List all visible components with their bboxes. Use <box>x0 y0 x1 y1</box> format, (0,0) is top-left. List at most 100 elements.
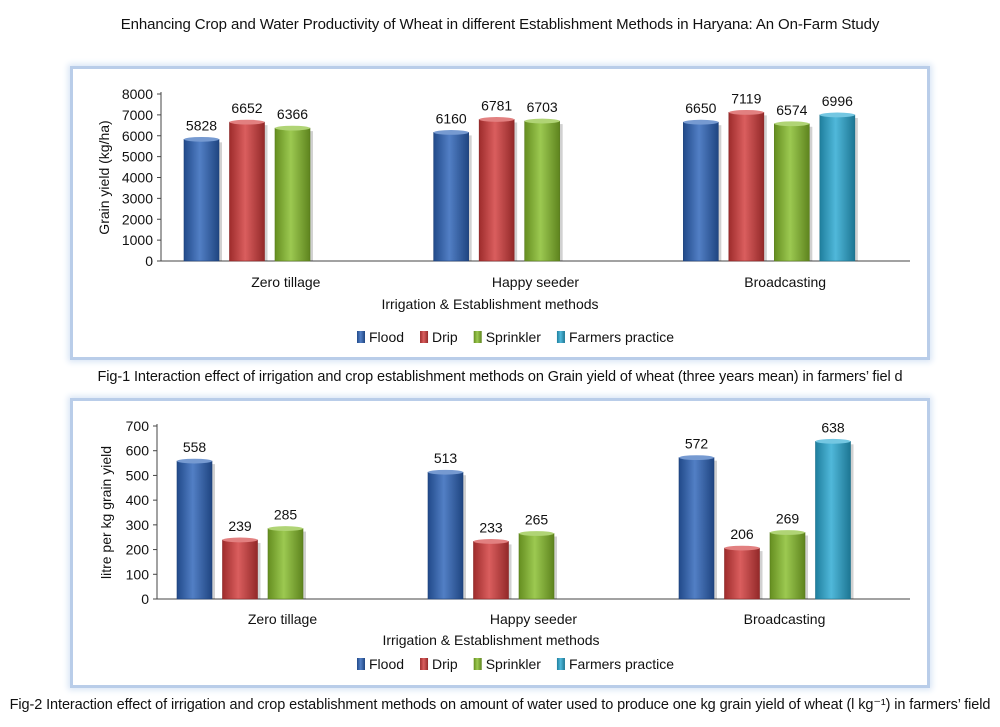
bar-top <box>774 121 810 127</box>
data-label: 6652 <box>231 100 262 116</box>
y-tick-label: 0 <box>141 591 149 607</box>
bar-group <box>769 530 808 600</box>
bar-top <box>184 136 219 142</box>
x-tick-label: Broadcasting <box>744 611 826 627</box>
data-label: 233 <box>479 519 503 535</box>
y-tick-label: 600 <box>126 443 150 459</box>
data-label: 6650 <box>685 100 716 116</box>
bar-sprinkler <box>774 123 810 262</box>
x-axis-label: Irrigation & Establishment methods <box>382 632 599 648</box>
bar-top <box>519 531 554 536</box>
bar-flood <box>183 139 220 262</box>
y-tick-label: 7000 <box>122 107 153 123</box>
bar-sprinkler <box>274 127 311 262</box>
bar-group <box>267 526 306 600</box>
bar-group <box>678 455 717 600</box>
bar-flood <box>427 471 464 600</box>
bar-top <box>770 530 805 535</box>
bar-group <box>433 130 472 262</box>
data-label: 285 <box>274 507 298 523</box>
bar-group <box>524 118 563 262</box>
bar-top <box>428 469 463 475</box>
bar-top <box>222 537 258 543</box>
bar-top <box>679 455 714 461</box>
x-tick-label: Broadcasting <box>744 274 826 290</box>
legend-swatch <box>420 658 429 670</box>
x-tick-label: Zero tillage <box>251 274 320 290</box>
bar-flood <box>176 460 213 600</box>
data-label: 206 <box>730 526 754 542</box>
bar-group <box>183 136 222 262</box>
bar-group <box>819 112 858 262</box>
bar-top <box>229 119 265 125</box>
legend-entry: Flood <box>369 656 404 672</box>
legend-entry: Drip <box>432 329 458 345</box>
legend-entry: Sprinkler <box>486 329 542 345</box>
y-tick-label: 3000 <box>122 190 153 206</box>
legend-swatch <box>357 658 365 670</box>
data-label: 6996 <box>822 93 853 109</box>
bar-group <box>518 531 557 600</box>
bar-top <box>819 112 855 118</box>
legend-entry: Sprinkler <box>486 656 542 672</box>
bar-flood <box>433 132 469 262</box>
data-label: 6781 <box>481 97 512 113</box>
y-tick-label: 400 <box>126 492 150 508</box>
bar-top <box>728 109 764 115</box>
legend-entry: Drip <box>432 656 458 672</box>
y-tick-label: 1000 <box>122 232 153 248</box>
bar-drip <box>222 539 258 600</box>
bar-farmers-practice <box>819 114 856 262</box>
figure-1-caption: Fig-1 Interaction effect of irrigation a… <box>97 369 903 385</box>
bar-group <box>222 537 261 600</box>
bar-group <box>774 121 813 262</box>
data-label: 572 <box>685 436 709 452</box>
bar-sprinkler <box>518 533 555 600</box>
y-tick-label: 500 <box>126 467 150 483</box>
legend-entry: Flood <box>369 329 404 345</box>
legend-swatch <box>473 658 482 670</box>
bar-top <box>177 458 212 464</box>
bar-top <box>473 539 509 544</box>
data-label: 269 <box>776 511 800 527</box>
data-label: 7119 <box>731 90 761 106</box>
bar-group <box>478 117 518 262</box>
data-label: 265 <box>525 512 549 528</box>
y-tick-label: 8000 <box>122 86 153 102</box>
chart-panel-grain-yield: 0 1000 2000 3000 4000 5000 6000 7000 8000 Grain y… <box>70 66 930 360</box>
y-tick-label: 4000 <box>122 170 153 186</box>
y-tick-label: 5000 <box>122 149 153 165</box>
data-label: 558 <box>183 439 207 455</box>
legend-entry: Farmers practice <box>569 329 674 345</box>
legend-swatch <box>556 658 565 670</box>
y-axis-label: litre per kg grain yield <box>98 446 114 579</box>
data-label: 638 <box>821 419 845 435</box>
bar-top <box>433 130 469 135</box>
y-axis-label: Grain yield (kg/ha) <box>96 120 112 234</box>
legend-swatch <box>473 331 482 343</box>
y-tick-label: 200 <box>126 542 150 558</box>
chart-panel-water-use: 0 100 200 300 400 500 600 700 litre per kg grain… <box>70 398 930 688</box>
bar-group <box>815 438 854 600</box>
page-title: Enhancing Crop and Water Productivity of… <box>120 16 880 33</box>
bar-drip <box>473 541 509 600</box>
data-label: 6703 <box>527 99 558 115</box>
data-label: 5828 <box>186 117 217 133</box>
bar-sprinkler <box>769 532 806 600</box>
bar-top <box>268 526 303 531</box>
legend-swatch <box>357 331 365 343</box>
bar-drip <box>229 121 265 262</box>
bar-drip <box>728 112 765 262</box>
bar-group <box>229 119 268 262</box>
bar-top <box>275 125 310 131</box>
bar-group <box>728 109 767 262</box>
legend-entry: Farmers practice <box>569 656 674 672</box>
bar-drip <box>478 119 515 262</box>
y-tick-label: 100 <box>126 566 150 582</box>
bar-top <box>683 119 719 125</box>
x-tick-label: Zero tillage <box>248 611 317 627</box>
y-tick-label: 2000 <box>122 211 153 227</box>
y-tick-label: 0 <box>145 253 153 269</box>
bar-group <box>427 469 466 600</box>
data-label: 513 <box>434 450 458 466</box>
